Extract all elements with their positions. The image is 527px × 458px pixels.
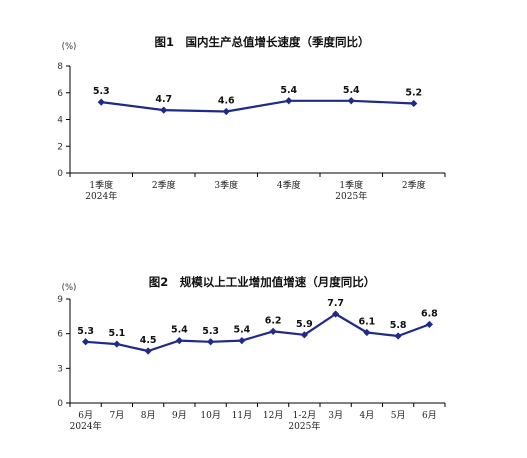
data-label: 5.3 — [93, 86, 110, 97]
data-point — [222, 107, 230, 116]
data-label: 4.6 — [218, 95, 235, 106]
data-point — [425, 320, 433, 329]
data-point — [97, 98, 105, 106]
y-tick-label: 3 — [57, 364, 63, 374]
x-tick-label: 1-2月 — [293, 410, 317, 421]
data-label: 5.3 — [202, 326, 219, 337]
data-point — [113, 340, 121, 348]
data-label: 4.5 — [140, 335, 157, 346]
x-year-label: 2024年 — [70, 420, 102, 432]
y-tick-label: 9 — [57, 295, 63, 305]
x-year-label: 2025年 — [335, 190, 367, 202]
x-tick-label: 1季度 — [89, 179, 113, 191]
x-tick-label: 12月 — [263, 410, 283, 421]
data-point — [347, 97, 355, 105]
y-tick-label: 0 — [57, 169, 63, 179]
data-point — [160, 106, 168, 114]
data-point — [285, 97, 293, 105]
data-point — [269, 327, 277, 335]
x-tick-label: 6月 — [78, 410, 93, 421]
industrial-growth-chart: 图2 规模以上工业增加值增速（月度同比） (%) 0 3 6 9 6月 7月 8月 9月 10月… — [57, 275, 446, 432]
x-year-label: 2024年 — [85, 190, 117, 202]
y-tick-label: 2 — [57, 142, 63, 152]
x-tick-label: 2季度 — [152, 179, 176, 191]
data-point — [207, 338, 215, 346]
data-label: 6.8 — [421, 308, 438, 319]
data-label: 5.4 — [171, 325, 188, 336]
data-point — [410, 99, 418, 108]
y-tick-label: 8 — [57, 62, 63, 72]
x-year-label: 2025年 — [288, 420, 320, 432]
data-label: 5.3 — [77, 326, 94, 337]
series-line — [85, 312, 430, 353]
x-tick-label: 8月 — [141, 410, 156, 421]
x-tick-label: 2季度 — [402, 179, 426, 191]
y-unit-label: (%) — [62, 42, 77, 52]
data-point — [238, 337, 246, 345]
chart-title: 图1 国内生产总值增长速度（季度同比） — [155, 35, 370, 49]
data-label: 5.4 — [343, 85, 360, 96]
y-tick-label: 6 — [57, 89, 63, 99]
x-tick-label: 5月 — [391, 410, 406, 421]
x-tick-label: 6月 — [422, 410, 437, 421]
x-tick-label: 1季度 — [339, 179, 363, 191]
x-tick-label: 3季度 — [214, 179, 238, 191]
data-point — [144, 347, 152, 355]
data-point — [394, 332, 402, 340]
y-tick-label: 0 — [57, 399, 63, 409]
x-tick-label: 10月 — [200, 410, 220, 421]
data-label: 6.1 — [358, 317, 375, 328]
chart-title: 图2 规模以上工业增加值增速（月度同比） — [149, 275, 376, 289]
data-label: 5.4 — [233, 325, 250, 336]
data-label: 5.4 — [280, 85, 297, 96]
x-tick-label: 11月 — [232, 410, 252, 421]
x-tick-label: 4季度 — [277, 179, 301, 191]
data-label: 4.7 — [155, 94, 172, 105]
data-point — [332, 310, 340, 318]
data-label: 6.2 — [265, 315, 282, 326]
series-line — [101, 99, 414, 113]
data-label: 5.9 — [296, 319, 313, 330]
data-label: 5.1 — [108, 328, 125, 339]
data-point — [363, 328, 371, 337]
data-point — [300, 331, 308, 339]
y-tick-label: 6 — [57, 330, 63, 340]
data-label: 5.2 — [405, 87, 422, 98]
gdp-growth-chart: 图1 国内生产总值增长速度（季度同比） (%) 0 2 4 6 8 1季度 2季度 3季度 4季… — [57, 35, 446, 202]
data-label: 7.7 — [327, 298, 344, 309]
y-tick-label: 4 — [57, 116, 63, 126]
x-tick-label: 7月 — [110, 410, 125, 421]
x-tick-label: 3月 — [328, 410, 343, 421]
x-tick-label: 9月 — [172, 410, 187, 421]
data-point — [175, 337, 183, 345]
x-tick-label: 4月 — [360, 410, 375, 421]
y-unit-label: (%) — [62, 283, 77, 293]
data-point — [82, 338, 90, 346]
data-label: 5.8 — [390, 320, 407, 331]
